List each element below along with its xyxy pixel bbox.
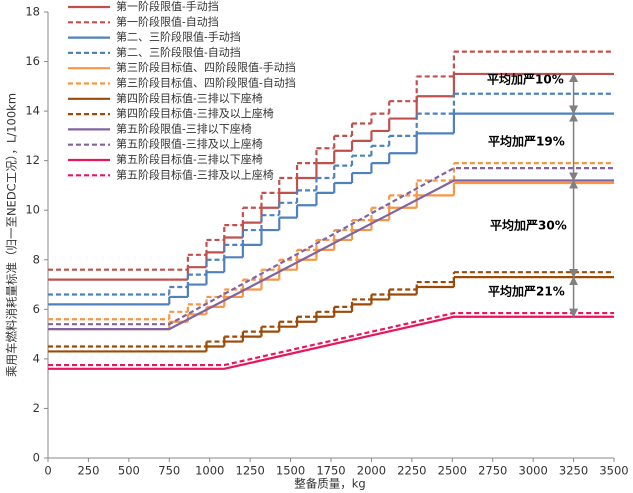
annotation: 平均加严30%: [490, 218, 567, 233]
legend-label: 第五阶段目标值-三排及以上座椅: [116, 167, 274, 181]
series-line: [48, 315, 614, 370]
legend-label: 第五阶段限值-三排及以上座椅: [116, 137, 263, 151]
x-tick-label: 3000: [519, 464, 548, 478]
x-tick-label: 0: [44, 464, 51, 478]
y-tick-label: 16: [25, 54, 40, 68]
series-line: [48, 167, 614, 326]
y-tick-label: 4: [33, 351, 40, 365]
x-tick-label: 500: [118, 464, 140, 478]
legend-label: 第五阶段限值-三排以下座椅: [116, 121, 252, 135]
y-tick-label: 12: [25, 153, 40, 167]
legend-label: 第三阶段目标值、四阶段限值-自动挡: [116, 76, 296, 90]
x-tick-label: 1500: [276, 464, 305, 478]
x-tick-label: 2000: [357, 464, 386, 478]
legend-label: 第四阶段目标值-三排及以上座椅: [116, 106, 274, 120]
annotation: 平均加严10%: [487, 72, 564, 87]
series-line: [48, 179, 614, 331]
y-tick-label: 10: [25, 203, 40, 217]
series-line: [48, 311, 614, 367]
y-tick-label: 0: [33, 451, 40, 465]
x-tick-label: 1750: [316, 464, 345, 478]
y-tick-label: 6: [33, 302, 40, 316]
x-tick-label: 1000: [195, 464, 224, 478]
x-tick-label: 1250: [236, 464, 265, 478]
y-axis-label: 乘用车燃料消耗量标准（归一至NEDC工况），L/100km: [5, 93, 19, 377]
legend-label: 第五阶段目标值-三排以下座椅: [116, 152, 263, 166]
legend-label: 第一阶段限值-手动挡: [116, 0, 219, 13]
annotation: 平均加严21%: [488, 284, 565, 299]
legend-label: 第二、三阶段限值-手动挡: [116, 30, 241, 44]
x-axis-label: 整备质量，kg: [294, 477, 365, 491]
x-tick-label: 750: [158, 464, 180, 478]
annotation: 平均加严19%: [488, 134, 565, 149]
legend-label: 第三阶段目标值、四阶段限值-手动挡: [116, 60, 296, 74]
x-tick-label: 2750: [478, 464, 507, 478]
legend-label: 第四阶段目标值-三排以下座椅: [116, 91, 263, 105]
legend-label: 第二、三阶段限值-自动挡: [116, 45, 241, 59]
x-tick-label: 3500: [599, 464, 628, 478]
y-tick-label: 18: [25, 5, 40, 19]
x-tick-label: 2500: [438, 464, 467, 478]
y-tick-label: 14: [25, 104, 40, 118]
legend-label: 第一阶段限值-自动挡: [116, 14, 219, 28]
x-tick-label: 250: [77, 464, 99, 478]
x-tick-label: 3250: [559, 464, 588, 478]
y-tick-label: 8: [33, 252, 40, 266]
x-tick-label: 2250: [397, 464, 426, 478]
y-tick-label: 2: [33, 401, 40, 415]
